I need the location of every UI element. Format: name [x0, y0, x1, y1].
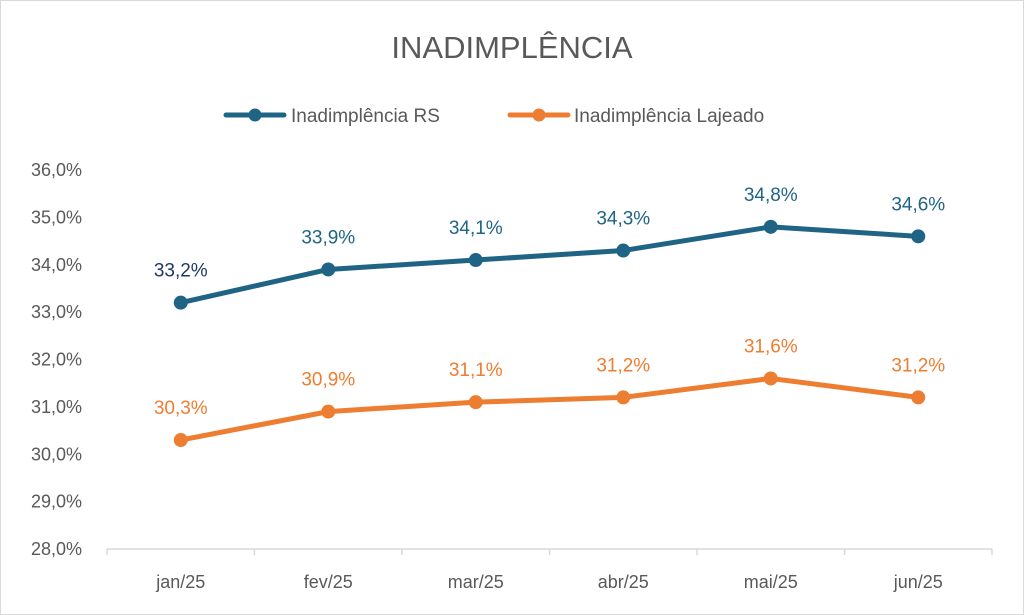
data-label: 33,2%	[154, 261, 208, 282]
data-label: 30,9%	[301, 370, 355, 391]
legend-dot-marker	[532, 108, 546, 122]
data-point	[763, 371, 778, 386]
x-tick-label: fev/25	[304, 572, 353, 592]
y-tick-label: 34,0%	[31, 255, 82, 275]
data-point	[763, 219, 778, 234]
data-label: 31,1%	[449, 360, 503, 381]
data-point	[468, 253, 483, 268]
data-point	[616, 390, 631, 405]
series-line	[178, 375, 921, 443]
x-tick-label: mai/25	[744, 572, 798, 592]
legend-item: Inadimplência RS	[223, 106, 440, 127]
data-point	[468, 395, 483, 410]
data-point	[321, 262, 336, 277]
legend-label: Inadimplência Lajeado	[574, 106, 764, 127]
legend: Inadimplência RS Inadimplência Lajeado	[223, 106, 764, 127]
y-tick-label: 35,0%	[31, 207, 82, 227]
data-label: 34,8%	[744, 185, 798, 206]
y-tick-label: 29,0%	[31, 492, 82, 512]
y-tick-label: 28,0%	[31, 539, 82, 559]
x-tick-label: abr/25	[598, 572, 649, 592]
data-label: 34,1%	[449, 218, 503, 239]
data-point	[321, 404, 336, 419]
data-label: 34,3%	[596, 209, 650, 230]
axes: jan/25 fev/25 mar/25 abr/25 mai/25 jun/25 28,0…	[31, 160, 993, 592]
data-label: 31,2%	[891, 355, 945, 376]
y-tick-label: 30,0%	[31, 444, 82, 464]
data-label: 30,3%	[154, 398, 208, 419]
series-line	[178, 224, 921, 306]
y-tick-label: 36,0%	[31, 160, 82, 180]
data-point	[173, 433, 188, 448]
legend-item: Inadimplência Lajeado	[507, 106, 764, 127]
data-label: 31,2%	[596, 355, 650, 376]
y-tick-label: 32,0%	[31, 350, 82, 370]
data-label: 33,9%	[301, 227, 355, 248]
y-tick-label: 33,0%	[31, 302, 82, 322]
legend-label: Inadimplência RS	[291, 106, 440, 127]
x-tick-label: jan/25	[155, 572, 205, 592]
x-tick-label: jun/25	[893, 572, 943, 592]
data-point	[911, 229, 926, 244]
data-labels: 33,2% 33,9% 34,1% 34,3% 34,8% 34,6% 30,3% 30,9%…	[154, 185, 945, 419]
data-label: 34,6%	[891, 194, 945, 215]
legend-dot-marker	[248, 108, 262, 122]
x-tick-label: mar/25	[448, 572, 504, 592]
series-layer	[173, 219, 926, 448]
y-tick-label: 31,0%	[31, 397, 82, 417]
chart-title: INADIMPLÊNCIA	[391, 30, 632, 65]
data-point	[173, 295, 188, 310]
data-point	[911, 390, 926, 405]
data-label: 31,6%	[744, 336, 798, 357]
data-point	[616, 243, 631, 258]
